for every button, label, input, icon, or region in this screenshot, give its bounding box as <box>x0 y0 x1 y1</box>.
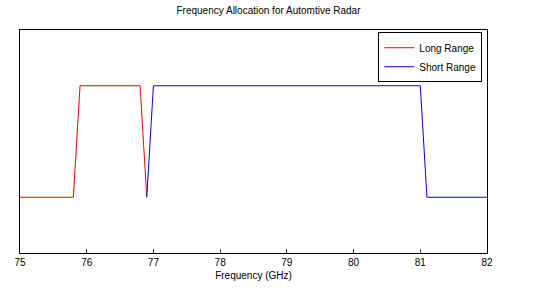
svg-text:75: 75 <box>14 257 26 268</box>
svg-text:79: 79 <box>281 257 293 268</box>
svg-text:82: 82 <box>481 257 493 268</box>
svg-text:81: 81 <box>415 257 427 268</box>
svg-text:Short Range: Short Range <box>419 62 476 73</box>
svg-text:78: 78 <box>215 257 227 268</box>
svg-text:Frequency (GHz): Frequency (GHz) <box>215 270 292 281</box>
svg-text:Frequency Allocation for Autom: Frequency Allocation for Automtive Radar <box>177 5 362 16</box>
svg-text:76: 76 <box>81 257 93 268</box>
svg-text:Long Range: Long Range <box>419 43 474 54</box>
svg-text:77: 77 <box>148 257 160 268</box>
svg-text:80: 80 <box>348 257 360 268</box>
